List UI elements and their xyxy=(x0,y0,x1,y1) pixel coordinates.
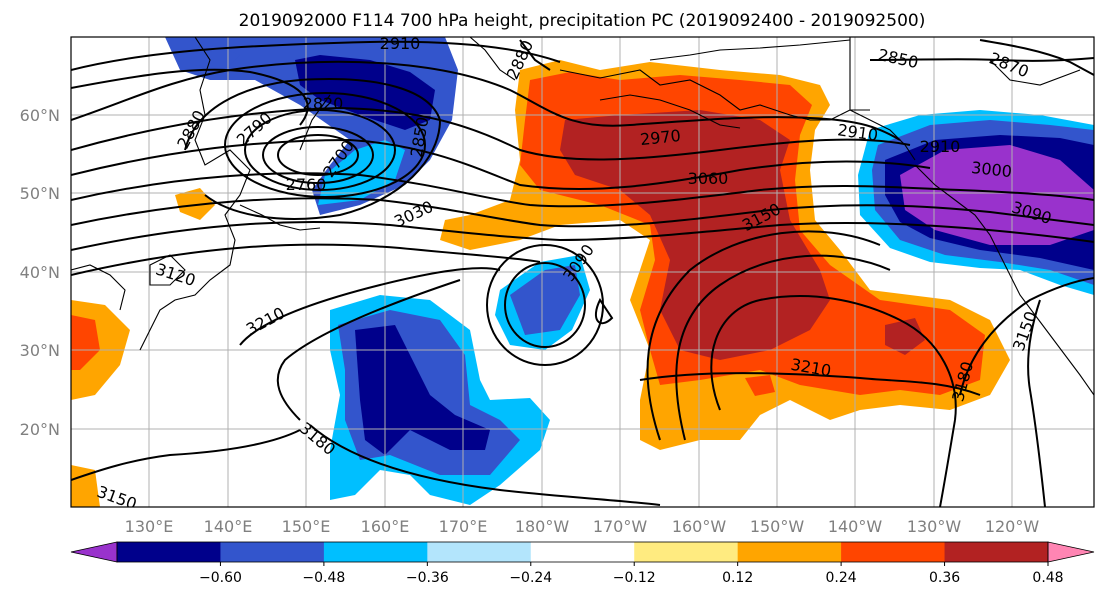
colorbar-extend-high xyxy=(1047,541,1095,563)
colorbar-outline xyxy=(116,541,1049,563)
latitude-labels: 60°N 50°N 40°N 30°N 20°N xyxy=(20,106,60,439)
colorbar-cell xyxy=(220,542,325,562)
height-contours xyxy=(71,39,1094,507)
longitude-labels: 130°E 140°E 150°E 160°E 170°E 180°W 170°… xyxy=(125,517,1040,536)
lon-label: 160°E xyxy=(361,517,410,536)
lon-label: 150°W xyxy=(750,517,805,536)
map-title: 2019092000 F114 700 hPa height, precipit… xyxy=(239,11,926,31)
graticule xyxy=(71,37,1094,507)
contour-label: 2910 xyxy=(380,34,421,53)
colorbar-tick-label: −0.24 xyxy=(509,570,552,586)
shading-negative-east xyxy=(858,110,1094,295)
colorbar-cell xyxy=(634,542,739,562)
contour-label: 3060 xyxy=(688,169,729,188)
lon-label: 130°E xyxy=(125,517,174,536)
contour-label: 2760 xyxy=(286,175,327,194)
lat-label: 20°N xyxy=(20,420,60,439)
colorbar-extend-low xyxy=(70,541,118,563)
lon-label: 150°E xyxy=(282,517,331,536)
lon-label: 160°W xyxy=(672,517,727,536)
lon-label: 140°E xyxy=(204,517,253,536)
colorbar-tick-label: 0.36 xyxy=(929,570,960,586)
colorbar: −0.60 −0.48 −0.36 −0.24 −0.12 0.12 0.24 0.36 0.4… xyxy=(70,541,1095,586)
lon-label: 130°W xyxy=(907,517,962,536)
contour-label: 2910 xyxy=(920,137,961,156)
colorbar-cell xyxy=(530,542,635,562)
lat-label: 30°N xyxy=(20,341,60,360)
colorbar-cell xyxy=(323,542,428,562)
colorbar-tick-label: −0.12 xyxy=(613,570,656,586)
colorbar-cell xyxy=(117,542,221,562)
lon-label: 170°E xyxy=(439,517,488,536)
contour-label: 3000 xyxy=(970,158,1012,181)
colorbar-tick-label: 0.24 xyxy=(826,570,857,586)
coastlines xyxy=(71,37,1094,396)
contour-label: 2970 xyxy=(639,126,681,149)
lat-label: 40°N xyxy=(20,263,60,282)
colorbar-tick-label: −0.48 xyxy=(302,570,345,586)
lon-label: 180°W xyxy=(515,517,570,536)
map-border xyxy=(70,36,1095,508)
colorbar-cell xyxy=(841,542,946,562)
colorbar-tick-label: −0.60 xyxy=(199,570,242,586)
contour-label: 2820 xyxy=(303,94,344,113)
colorbar-tick-label: 0.48 xyxy=(1032,570,1063,586)
map-panel: 2910 2850 2870 2880 2820 2790 2850 2700 … xyxy=(70,34,1095,508)
colorbar-cell xyxy=(427,542,532,562)
colorbar-cell xyxy=(737,542,842,562)
shading-positive-central xyxy=(440,60,1010,450)
lon-label: 140°W xyxy=(828,517,883,536)
colorbar-tick-label: 0.12 xyxy=(722,570,753,586)
lon-label: 120°W xyxy=(985,517,1040,536)
colorbar-tick-label: −0.36 xyxy=(406,570,449,586)
lat-label: 60°N xyxy=(20,106,60,125)
lat-label: 50°N xyxy=(20,184,60,203)
lon-label: 170°W xyxy=(593,517,648,536)
colorbar-cell xyxy=(944,542,1049,562)
